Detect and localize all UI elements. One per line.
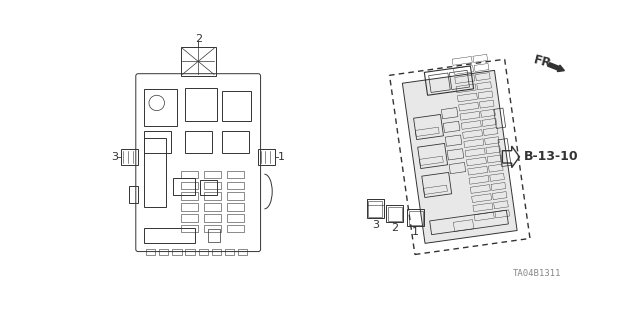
Bar (204, 225, 221, 232)
Bar (227, 225, 244, 232)
Bar (180, 182, 198, 189)
Bar (145, 131, 172, 153)
Bar (208, 229, 220, 241)
Text: 2: 2 (391, 224, 398, 234)
Text: 3: 3 (372, 219, 379, 230)
Text: 3: 3 (111, 152, 118, 162)
Text: FR.: FR. (532, 54, 557, 72)
Bar (180, 171, 198, 178)
Bar (259, 149, 275, 165)
Bar (121, 149, 138, 165)
Bar (204, 192, 221, 200)
Bar (222, 92, 252, 121)
Bar (367, 199, 384, 205)
Bar (186, 249, 195, 256)
Text: 1: 1 (278, 152, 285, 162)
Bar (227, 182, 244, 189)
Bar (180, 214, 198, 221)
Bar (129, 186, 138, 203)
Bar (145, 89, 177, 126)
Bar (200, 180, 217, 195)
Bar (204, 203, 221, 211)
Bar (386, 205, 403, 222)
Bar (227, 171, 244, 178)
Bar (145, 137, 166, 207)
Bar (198, 249, 208, 256)
Bar (180, 225, 198, 232)
Bar (408, 211, 422, 225)
Bar (184, 131, 212, 153)
Bar (204, 182, 221, 189)
Bar (204, 171, 221, 178)
Bar (368, 201, 382, 217)
Bar (180, 203, 198, 211)
Bar (184, 88, 217, 121)
Bar (212, 249, 221, 256)
Bar (172, 249, 182, 256)
Bar (407, 209, 424, 226)
Bar (173, 178, 195, 195)
Bar (204, 214, 221, 221)
Text: 2: 2 (195, 34, 202, 44)
Bar (159, 249, 168, 256)
Bar (222, 131, 249, 153)
Bar (367, 199, 384, 219)
Bar (238, 249, 248, 256)
Text: B-13-10: B-13-10 (524, 150, 579, 163)
Text: 1: 1 (412, 227, 419, 237)
Bar (227, 192, 244, 200)
Bar (146, 249, 155, 256)
Text: TA04B1311: TA04B1311 (513, 269, 561, 278)
FancyArrow shape (548, 63, 564, 71)
Bar (145, 228, 195, 243)
Bar (180, 192, 198, 200)
Bar (227, 214, 244, 221)
Polygon shape (403, 70, 517, 243)
Bar (227, 203, 244, 211)
Bar (180, 47, 216, 76)
Bar (388, 207, 402, 221)
Bar (225, 249, 234, 256)
